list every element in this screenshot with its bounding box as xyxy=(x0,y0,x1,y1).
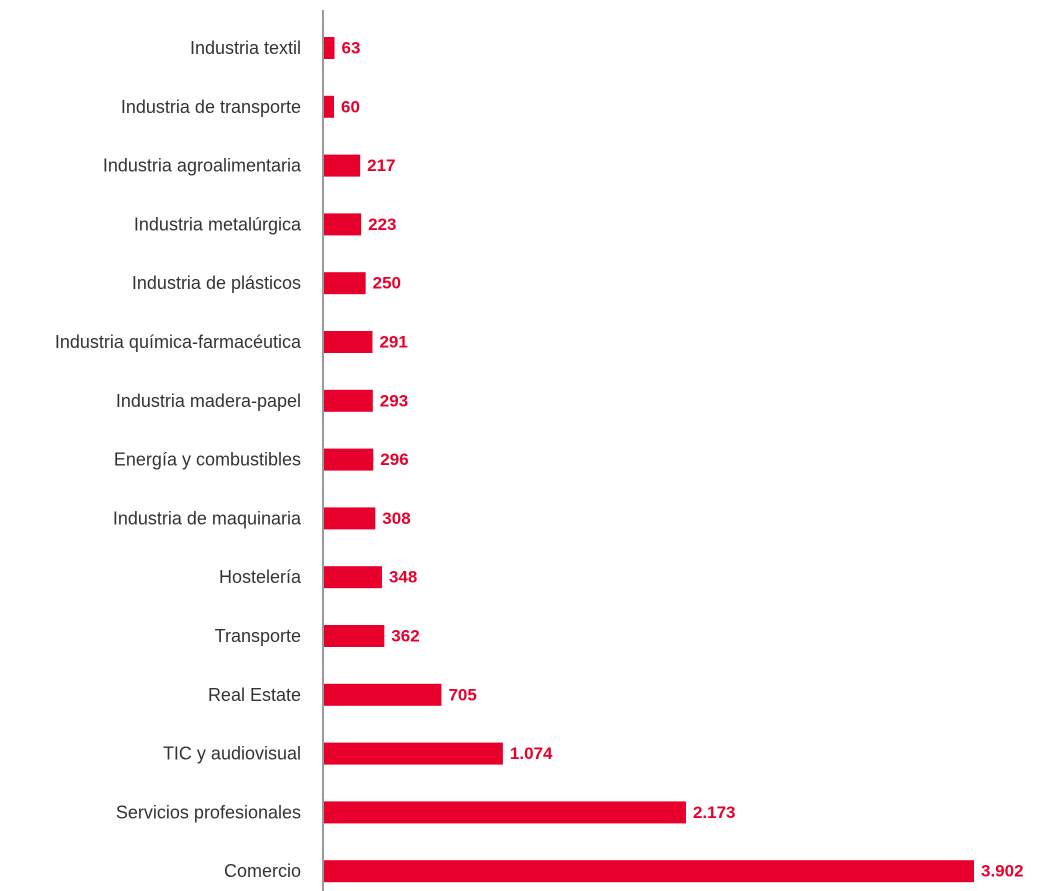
value-label-8: 308 xyxy=(382,509,410,528)
bar-0 xyxy=(324,37,335,59)
value-label-1: 60 xyxy=(341,97,360,116)
bar-3 xyxy=(324,213,362,236)
bar-13 xyxy=(324,801,686,824)
bar-1 xyxy=(324,95,334,118)
bar-12 xyxy=(324,742,503,765)
value-label-12: 1.074 xyxy=(510,744,553,763)
value-label-11: 705 xyxy=(448,685,476,704)
category-label-13: Servicios profesionales xyxy=(116,802,301,822)
bar-6 xyxy=(324,389,373,412)
bar-9 xyxy=(324,566,382,589)
bar-2 xyxy=(324,154,361,177)
value-label-5: 291 xyxy=(379,333,407,352)
value-label-3: 223 xyxy=(368,215,396,234)
category-label-9: Hostelería xyxy=(219,567,302,587)
bars-group xyxy=(324,37,974,883)
category-label-14: Comercio xyxy=(224,861,301,881)
value-labels-group: 63 60 217 223 250 291 293 296 308 348 362 705 1.074 2… xyxy=(341,39,1024,881)
value-label-9: 348 xyxy=(389,568,417,587)
category-labels-group: Industria textil Industria de transporte I… xyxy=(55,38,302,881)
bar-7 xyxy=(324,448,374,471)
value-label-4: 250 xyxy=(373,274,401,293)
category-label-1: Industria de transporte xyxy=(121,97,301,117)
bar-8 xyxy=(324,507,376,530)
category-label-6: Industria madera-papel xyxy=(116,391,301,411)
bar-5 xyxy=(324,331,373,353)
category-label-11: Real Estate xyxy=(208,685,301,705)
category-label-7: Energía y combustibles xyxy=(114,450,301,470)
value-label-6: 293 xyxy=(380,391,408,410)
value-label-14: 3.902 xyxy=(981,862,1024,881)
category-label-5: Industria química-farmacéutica xyxy=(55,332,302,352)
bar-10 xyxy=(324,625,385,647)
category-label-2: Industria agroalimentaria xyxy=(103,156,302,176)
category-label-4: Industria de plásticos xyxy=(132,273,301,293)
category-label-8: Industria de maquinaria xyxy=(113,508,302,528)
category-label-12: TIC y audiovisual xyxy=(163,744,301,764)
value-label-10: 362 xyxy=(391,627,419,646)
value-label-13: 2.173 xyxy=(693,803,736,822)
value-label-2: 217 xyxy=(367,156,395,175)
value-label-7: 296 xyxy=(380,450,408,469)
bar-4 xyxy=(324,272,366,295)
bar-14 xyxy=(324,860,974,883)
value-label-0: 63 xyxy=(341,39,360,58)
bar-11 xyxy=(324,683,442,706)
category-label-10: Transporte xyxy=(215,626,301,646)
category-label-3: Industria metalúrgica xyxy=(134,214,302,234)
category-label-0: Industria textil xyxy=(190,38,301,58)
